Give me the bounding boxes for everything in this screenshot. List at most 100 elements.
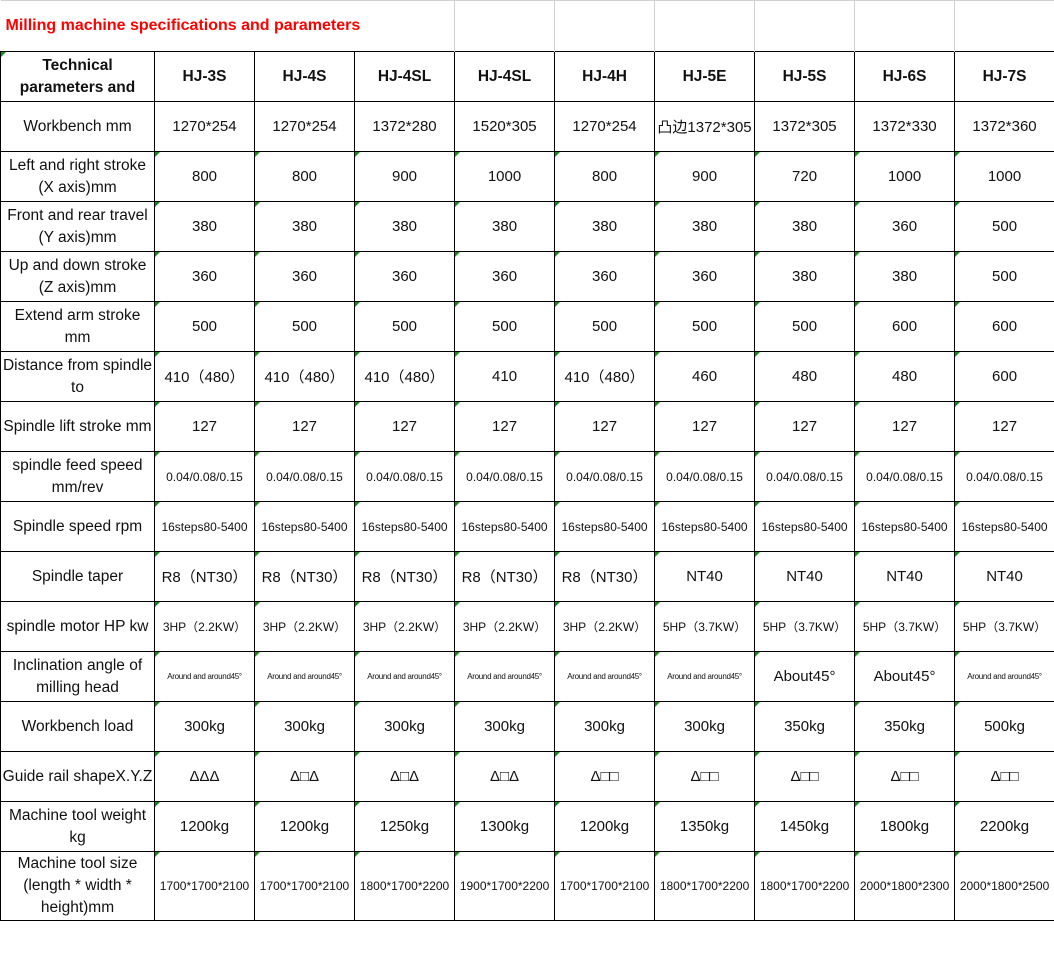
value-cell[interactable]: 127 <box>154 401 255 452</box>
value-cell[interactable]: 16steps80-5400 <box>353 501 456 552</box>
value-cell[interactable]: 1200kg <box>254 801 355 852</box>
value-cell[interactable]: 16steps80-5400 <box>154 501 255 552</box>
value-cell[interactable]: 5HP（3.7KW） <box>854 601 956 652</box>
value-cell[interactable]: 900 <box>353 151 456 202</box>
value-cell[interactable]: 127 <box>254 401 355 452</box>
value-cell[interactable]: 1270*254 <box>554 101 656 152</box>
value-cell[interactable]: 127 <box>554 401 656 452</box>
value-cell[interactable]: 0.04/0.08/0.15 <box>754 451 856 502</box>
empty-cell[interactable] <box>754 0 856 52</box>
value-cell[interactable]: Δ□Δ <box>454 751 556 802</box>
model-header-cell[interactable]: HJ-4SL <box>353 51 456 102</box>
value-cell[interactable]: 300kg <box>254 701 355 752</box>
header-label-cell[interactable]: Technical parameters and <box>0 51 155 102</box>
row-label-cell[interactable]: Machine tool weight kg <box>0 801 155 852</box>
value-cell[interactable]: Δ□□ <box>854 751 956 802</box>
value-cell[interactable]: 0.04/0.08/0.15 <box>154 451 255 502</box>
empty-cell[interactable] <box>854 0 956 52</box>
value-cell[interactable]: 3HP（2.2KW） <box>554 601 656 652</box>
value-cell[interactable]: 300kg <box>353 701 456 752</box>
value-cell[interactable]: 16steps80-5400 <box>954 501 1054 552</box>
value-cell[interactable]: 1200kg <box>154 801 255 852</box>
value-cell[interactable]: 1372*305 <box>754 101 856 152</box>
value-cell[interactable]: 380 <box>754 201 856 252</box>
value-cell[interactable]: Around and around45° <box>554 651 656 702</box>
value-cell[interactable]: 380 <box>854 251 956 302</box>
value-cell[interactable]: 1000 <box>854 151 956 202</box>
value-cell[interactable]: Around and around45° <box>954 651 1054 702</box>
value-cell[interactable]: 1450kg <box>754 801 856 852</box>
value-cell[interactable]: NT40 <box>954 551 1054 602</box>
value-cell[interactable]: 0.04/0.08/0.15 <box>454 451 556 502</box>
value-cell[interactable]: 1270*254 <box>254 101 355 152</box>
value-cell[interactable]: 1800*1700*2200 <box>754 851 856 921</box>
value-cell[interactable]: 380 <box>554 201 656 252</box>
value-cell[interactable]: Around and around45° <box>454 651 556 702</box>
value-cell[interactable]: 1700*1700*2100 <box>254 851 355 921</box>
model-header-cell[interactable]: HJ-6S <box>854 51 956 102</box>
value-cell[interactable]: 1200kg <box>554 801 656 852</box>
value-cell[interactable]: 410（480） <box>254 351 355 402</box>
value-cell[interactable]: 350kg <box>754 701 856 752</box>
model-header-cell[interactable]: HJ-4SL <box>454 51 556 102</box>
value-cell[interactable]: 360 <box>654 251 756 302</box>
value-cell[interactable]: 2000*1800*2500 <box>954 851 1054 921</box>
row-label-cell[interactable]: Machine tool size (length * width * heig… <box>0 851 155 921</box>
value-cell[interactable]: 1372*330 <box>854 101 956 152</box>
model-header-cell[interactable]: HJ-5E <box>654 51 756 102</box>
value-cell[interactable]: 0.04/0.08/0.15 <box>854 451 956 502</box>
row-label-cell[interactable]: Up and down stroke (Z axis)mm <box>0 251 155 302</box>
value-cell[interactable]: 500 <box>554 301 656 352</box>
value-cell[interactable]: 360 <box>454 251 556 302</box>
value-cell[interactable]: ΔΔΔ <box>154 751 255 802</box>
value-cell[interactable]: 16steps80-5400 <box>554 501 656 552</box>
value-cell[interactable]: Around and around45° <box>353 651 456 702</box>
value-cell[interactable]: 0.04/0.08/0.15 <box>254 451 355 502</box>
value-cell[interactable]: Δ□□ <box>754 751 856 802</box>
value-cell[interactable]: Δ□Δ <box>353 751 456 802</box>
value-cell[interactable]: 380 <box>154 201 255 252</box>
row-label-cell[interactable]: Distance from spindle to <box>0 351 155 402</box>
value-cell[interactable]: 380 <box>654 201 756 252</box>
value-cell[interactable]: 3HP（2.2KW） <box>254 601 355 652</box>
value-cell[interactable]: 0.04/0.08/0.15 <box>954 451 1054 502</box>
value-cell[interactable]: 3HP（2.2KW） <box>454 601 556 652</box>
value-cell[interactable]: 0.04/0.08/0.15 <box>654 451 756 502</box>
value-cell[interactable]: About45° <box>754 651 856 702</box>
row-label-cell[interactable]: Workbench load <box>0 701 155 752</box>
value-cell[interactable]: Around and around45° <box>654 651 756 702</box>
value-cell[interactable]: 500 <box>654 301 756 352</box>
value-cell[interactable]: 800 <box>154 151 255 202</box>
value-cell[interactable]: 2000*1800*2300 <box>854 851 956 921</box>
row-label-cell[interactable]: spindle motor HP kw <box>0 601 155 652</box>
value-cell[interactable]: 500 <box>154 301 255 352</box>
value-cell[interactable]: 500 <box>954 251 1054 302</box>
empty-cell[interactable] <box>454 0 556 52</box>
value-cell[interactable]: 800 <box>254 151 355 202</box>
value-cell[interactable]: 350kg <box>854 701 956 752</box>
value-cell[interactable]: Δ□□ <box>954 751 1054 802</box>
row-label-cell[interactable]: Guide rail shapeX.Y.Z <box>0 751 155 802</box>
value-cell[interactable]: 16steps80-5400 <box>654 501 756 552</box>
row-label-cell[interactable]: Spindle lift stroke mm <box>0 401 155 452</box>
value-cell[interactable]: 500 <box>254 301 355 352</box>
value-cell[interactable]: 480 <box>854 351 956 402</box>
value-cell[interactable]: 1800*1700*2200 <box>654 851 756 921</box>
value-cell[interactable]: 1000 <box>454 151 556 202</box>
value-cell[interactable]: 1900*1700*2200 <box>454 851 556 921</box>
value-cell[interactable]: R8（NT30） <box>353 551 456 602</box>
row-label-cell[interactable]: Extend arm stroke mm <box>0 301 155 352</box>
value-cell[interactable]: 500 <box>353 301 456 352</box>
model-header-cell[interactable]: HJ-7S <box>954 51 1054 102</box>
value-cell[interactable]: 360 <box>854 201 956 252</box>
value-cell[interactable]: 0.04/0.08/0.15 <box>554 451 656 502</box>
value-cell[interactable]: 1270*254 <box>154 101 255 152</box>
value-cell[interactable]: 600 <box>954 301 1054 352</box>
value-cell[interactable]: 410（480） <box>554 351 656 402</box>
value-cell[interactable]: 300kg <box>554 701 656 752</box>
value-cell[interactable]: 5HP（3.7KW） <box>654 601 756 652</box>
empty-cell[interactable] <box>954 0 1054 52</box>
value-cell[interactable]: Δ□Δ <box>254 751 355 802</box>
value-cell[interactable]: 1250kg <box>353 801 456 852</box>
value-cell[interactable]: Δ□□ <box>554 751 656 802</box>
